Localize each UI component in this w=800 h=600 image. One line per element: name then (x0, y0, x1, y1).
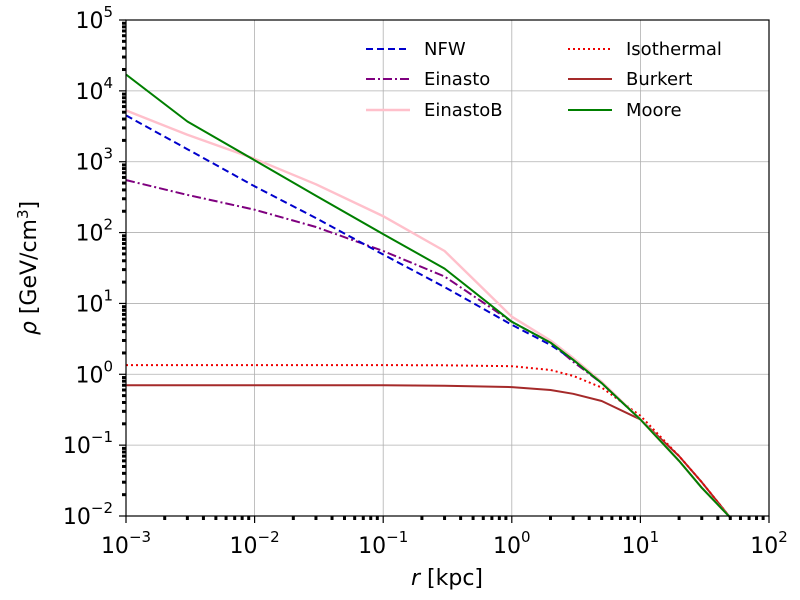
x-axis-label-symbol: r (411, 566, 422, 591)
y-tick-label: 102 (75, 216, 113, 247)
x-tick-label: 102 (750, 528, 788, 559)
legend: NFW Einasto EinastoB Isothermal Burkert Moore (366, 39, 722, 121)
x-axis-label: r [kpc] (411, 566, 483, 591)
series-line-burkert (126, 384, 732, 519)
legend-label-moore: Moore (626, 100, 682, 121)
legend-label-burkert: Burkert (626, 69, 692, 90)
y-axis-label-unit: [GeV/cm (17, 219, 42, 321)
series-line-einasto (125, 179, 732, 519)
y-axis-label: ρ [GeV/cm3] (14, 201, 42, 335)
y-tick-label: 100 (75, 357, 113, 388)
y-tick-label: 105 (75, 3, 113, 34)
plot-frame (125, 19, 770, 517)
series-line-isothermal (126, 364, 732, 519)
legend-label-einastob: EinastoB (424, 100, 503, 121)
legend-label-einasto: Einasto (424, 69, 490, 90)
y-tick-label: 101 (75, 286, 113, 317)
series-line-nfw (125, 114, 732, 519)
x-axis-label-unit: [kpc] (420, 566, 483, 591)
series-line-moore (125, 73, 732, 519)
y-tick-label: 10−2 (63, 499, 113, 530)
x-tick-label: 10−1 (358, 528, 408, 559)
x-tick-label: 101 (622, 528, 660, 559)
y-axis-label-close: ] (17, 201, 42, 210)
x-tick-label: 100 (493, 528, 531, 559)
legend-label-nfw: NFW (424, 39, 466, 60)
y-axis-label-exponent: 3 (14, 209, 32, 219)
series-line-einastob (125, 109, 732, 519)
y-tick-label: 103 (75, 145, 113, 176)
y-tick-label: 10−1 (63, 428, 113, 459)
curves (125, 73, 732, 519)
x-tick-labels: 10−3 10−2 10−1 100 101 102 (101, 528, 788, 559)
y-tick-labels: 10−2 10−1 100 101 102 103 104 105 (63, 3, 113, 530)
y-axis-label-symbol: ρ (17, 321, 42, 335)
minor-ticks (122, 21, 765, 520)
y-tick-label: 104 (75, 74, 113, 105)
x-tick-label: 10−2 (230, 528, 280, 559)
legend-label-isothermal: Isothermal (626, 39, 722, 60)
grid (126, 20, 769, 516)
x-tick-label: 10−3 (101, 528, 151, 559)
major-ticks (119, 19, 770, 523)
